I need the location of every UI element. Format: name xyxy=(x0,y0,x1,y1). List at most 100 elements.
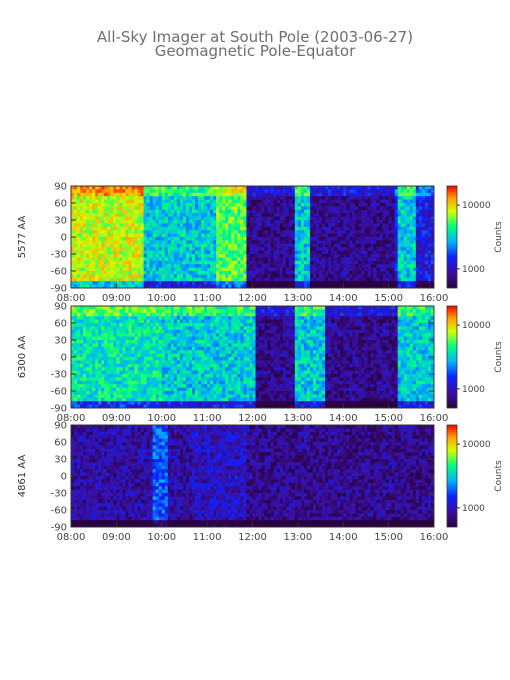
heatmap-cell xyxy=(237,243,241,248)
heatmap-cell xyxy=(185,323,190,327)
heatmap-cell xyxy=(421,233,426,238)
heatmap-cell xyxy=(391,189,396,194)
heatmap-cell xyxy=(74,333,78,338)
heatmap-cell xyxy=(113,264,117,269)
heatmap-cell xyxy=(198,257,202,262)
heatmap-cell xyxy=(164,213,169,218)
heatmap-cell xyxy=(149,309,154,314)
heatmap-cell xyxy=(388,274,393,279)
heatmap-cell xyxy=(158,336,163,341)
heatmap-cell xyxy=(355,243,359,248)
heatmap-cell xyxy=(294,257,299,262)
heatmap-cell xyxy=(297,240,302,245)
heatmap-cell xyxy=(110,319,114,324)
heatmap-cell xyxy=(104,397,108,402)
heatmap-cell xyxy=(125,196,129,201)
heatmap-cell xyxy=(379,220,384,224)
heatmap-cell xyxy=(173,370,178,375)
heatmap-cell xyxy=(143,326,148,331)
heatmap-cell xyxy=(113,250,117,255)
heatmap-cell xyxy=(379,281,384,286)
heatmap-cell xyxy=(237,254,241,258)
heatmap-cell xyxy=(421,230,426,235)
heatmap-cell xyxy=(346,254,350,258)
heatmap-cell xyxy=(137,192,142,197)
heatmap-cell xyxy=(376,213,381,218)
heatmap-cell xyxy=(192,250,196,255)
heatmap-cell xyxy=(303,237,308,241)
heatmap-cell xyxy=(101,284,105,289)
heatmap-cell xyxy=(261,250,266,255)
heatmap-cell xyxy=(231,267,235,272)
heatmap-cell xyxy=(340,281,344,286)
heatmap-cell xyxy=(195,401,199,406)
heatmap-cell xyxy=(285,257,290,262)
heatmap-cell xyxy=(225,233,229,238)
heatmap-cell xyxy=(122,264,126,269)
heatmap-cell xyxy=(83,284,87,289)
colorbar-tick-label: 1000 xyxy=(462,265,485,275)
heatmap-cell xyxy=(83,230,87,235)
heatmap-cell xyxy=(219,189,223,194)
heatmap-cell xyxy=(319,271,323,275)
heatmap-cell xyxy=(95,387,99,392)
heatmap-cell xyxy=(204,216,208,221)
heatmap-cell xyxy=(267,196,272,201)
heatmap-cell xyxy=(355,264,359,269)
heatmap-cell xyxy=(101,271,105,275)
heatmap-cell xyxy=(303,220,308,224)
heatmap-cell xyxy=(222,213,226,218)
heatmap-cell xyxy=(210,203,214,207)
heatmap-cell xyxy=(273,281,278,286)
heatmap-cell xyxy=(185,233,190,238)
heatmap-cell xyxy=(319,209,323,214)
heatmap-cell xyxy=(146,237,151,241)
heatmap-cell xyxy=(343,274,347,279)
heatmap-cell xyxy=(319,237,323,241)
heatmap-cell xyxy=(355,281,359,286)
heatmap-cell xyxy=(319,196,323,201)
heatmap-cell xyxy=(273,260,278,265)
heatmap-cell xyxy=(164,206,169,211)
heatmap-cell xyxy=(204,267,208,272)
heatmap-cell xyxy=(255,186,260,190)
heatmap-cell xyxy=(74,309,78,314)
heatmap-cell xyxy=(219,213,223,218)
heatmap-cell xyxy=(152,274,157,279)
heatmap-cell xyxy=(234,209,238,214)
heatmap-cell xyxy=(291,254,296,258)
heatmap-cell xyxy=(243,213,247,218)
heatmap-cell xyxy=(192,336,196,341)
heatmap-cell xyxy=(303,264,308,269)
heatmap-cell xyxy=(158,380,163,385)
heatmap-cell xyxy=(116,391,120,395)
heatmap-cell xyxy=(300,281,305,286)
heatmap-cell xyxy=(161,284,166,289)
heatmap-cell xyxy=(83,274,87,279)
heatmap-cell xyxy=(285,206,290,211)
heatmap-cell xyxy=(255,196,260,201)
heatmap-cell xyxy=(288,192,293,197)
heatmap-cell xyxy=(122,254,126,258)
heatmap-cell xyxy=(89,326,93,331)
heatmap-cell xyxy=(158,401,163,406)
heatmap-cell xyxy=(185,350,190,355)
heatmap-cell xyxy=(101,353,105,358)
heatmap-cell xyxy=(98,363,102,368)
heatmap-cell xyxy=(107,316,111,321)
heatmap-cell xyxy=(328,284,332,289)
heatmap-cell xyxy=(237,192,241,197)
heatmap-cell xyxy=(98,367,102,372)
heatmap-cell xyxy=(71,186,75,190)
heatmap-cell xyxy=(240,199,244,204)
heatmap-cell xyxy=(83,363,87,368)
heatmap-cell xyxy=(370,189,374,194)
heatmap-cell xyxy=(149,343,154,348)
heatmap-cell xyxy=(104,199,108,204)
heatmap-cell xyxy=(297,257,302,262)
heatmap-cell xyxy=(98,281,102,286)
heatmap-cell xyxy=(137,250,142,255)
heatmap-cell xyxy=(270,243,275,248)
heatmap-cell xyxy=(140,357,145,361)
heatmap-cell xyxy=(179,216,184,221)
